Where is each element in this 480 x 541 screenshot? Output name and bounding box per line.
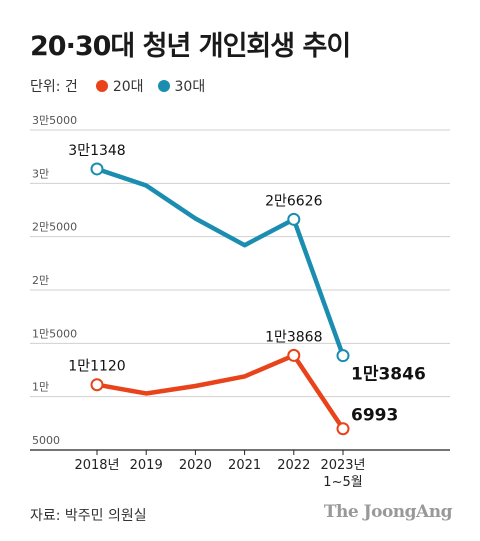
legend: 단위: 건 20대 30대 (30, 76, 205, 96)
data-point-marker (336, 349, 350, 363)
data-point-marker (336, 422, 350, 436)
x-tick-label: 2021 (228, 458, 261, 473)
legend-swatch-30s (157, 80, 170, 92)
data-point-marker (287, 348, 301, 362)
publisher-logo: The JoongAng (323, 502, 453, 522)
data-label: 1만3868 (265, 329, 322, 345)
legend-label-20s: 20대 (112, 79, 144, 95)
y-tick-label: 1만 (32, 381, 49, 394)
legend-swatch-20s (95, 80, 108, 92)
data-label: 6993 (351, 406, 398, 426)
source-note: 자료: 박주민 의원실 (30, 508, 147, 524)
y-tick-label: 2만5000 (32, 221, 77, 234)
legend-label-30s: 30대 (174, 79, 206, 95)
x-tick-label: 2019 (130, 458, 163, 473)
x-tick-label: 2023년 (320, 458, 365, 473)
chart-title: 20·30대 청년 개인회생 추이 (30, 31, 351, 62)
x-tick-label: 2022 (277, 458, 310, 473)
series-line-20s (94, 353, 346, 431)
legend-item-30s: 30대 (157, 76, 206, 96)
data-point-marker (287, 212, 301, 226)
y-tick-label: 3만5000 (32, 114, 77, 127)
unit-label: 단위: 건 (30, 79, 78, 95)
data-point-marker (90, 378, 104, 392)
series-line-30s (94, 166, 346, 358)
x-tick-label: 2020 (179, 458, 212, 473)
y-tick-label: 2만 (32, 274, 49, 287)
y-tick-label: 3만 (32, 167, 49, 180)
x-tick-label: 2018년 (74, 458, 119, 473)
y-tick-label: 5000 (32, 434, 60, 447)
data-point-marker (90, 162, 104, 176)
data-label: 2만6626 (265, 193, 323, 209)
data-label: 1만3846 (351, 365, 426, 385)
x-tick-label: 1~5월 (323, 475, 362, 490)
data-label: 1만1120 (68, 359, 125, 375)
y-tick-label: 1만5000 (32, 327, 77, 340)
data-label: 3만1348 (68, 143, 125, 159)
legend-item-20s: 20대 (95, 76, 144, 96)
